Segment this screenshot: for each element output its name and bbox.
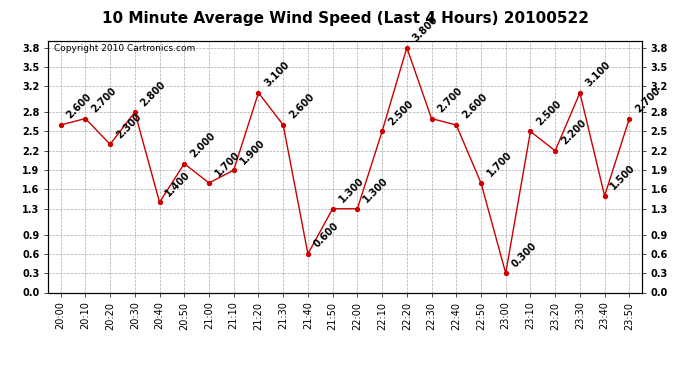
- Text: 2.300: 2.300: [115, 111, 143, 140]
- Text: 10 Minute Average Wind Speed (Last 4 Hours) 20100522: 10 Minute Average Wind Speed (Last 4 Hou…: [101, 11, 589, 26]
- Text: 3.100: 3.100: [263, 60, 291, 88]
- Text: 0.600: 0.600: [312, 221, 341, 250]
- Text: 2.700: 2.700: [90, 86, 119, 114]
- Text: 2.600: 2.600: [65, 92, 94, 121]
- Text: 1.300: 1.300: [337, 176, 366, 205]
- Text: Copyright 2010 Cartronics.com: Copyright 2010 Cartronics.com: [55, 44, 195, 53]
- Text: 2.800: 2.800: [139, 79, 168, 108]
- Text: 1.700: 1.700: [485, 150, 514, 179]
- Text: 2.600: 2.600: [460, 92, 489, 121]
- Text: 2.500: 2.500: [386, 99, 415, 127]
- Text: 2.500: 2.500: [535, 99, 564, 127]
- Text: 2.700: 2.700: [435, 86, 464, 114]
- Text: 2.600: 2.600: [287, 92, 316, 121]
- Text: 1.400: 1.400: [164, 170, 193, 198]
- Text: 2.700: 2.700: [633, 86, 662, 114]
- Text: 3.800: 3.800: [411, 15, 440, 44]
- Text: 1.300: 1.300: [362, 176, 391, 205]
- Text: 0.300: 0.300: [510, 240, 539, 269]
- Text: 1.700: 1.700: [213, 150, 242, 179]
- Text: 1.900: 1.900: [238, 137, 267, 166]
- Text: 2.000: 2.000: [188, 130, 217, 159]
- Text: 1.500: 1.500: [609, 163, 638, 192]
- Text: 3.100: 3.100: [584, 60, 613, 88]
- Text: 2.200: 2.200: [560, 118, 588, 147]
